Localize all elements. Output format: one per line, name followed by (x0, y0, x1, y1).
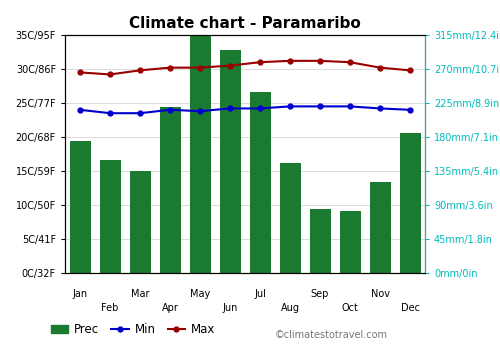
Text: ©climatestotravel.com: ©climatestotravel.com (275, 329, 388, 340)
Bar (250, 92, 270, 273)
Legend: Prec, Min, Max: Prec, Min, Max (46, 318, 220, 341)
Bar (340, 211, 360, 273)
Text: Jun: Jun (222, 303, 238, 313)
Bar (370, 182, 390, 273)
Text: Mar: Mar (131, 289, 149, 299)
Text: Feb: Feb (102, 303, 118, 313)
Text: Sep: Sep (311, 289, 329, 299)
Text: Dec: Dec (400, 303, 419, 313)
Text: Apr: Apr (162, 303, 178, 313)
Bar (100, 160, 120, 273)
Text: Aug: Aug (280, 303, 299, 313)
Title: Climate chart - Paramaribo: Climate chart - Paramaribo (129, 16, 361, 31)
Bar (400, 133, 420, 273)
Bar (220, 50, 240, 273)
Text: Nov: Nov (370, 289, 390, 299)
Bar (130, 171, 150, 273)
Bar (190, 35, 210, 273)
Text: Oct: Oct (342, 303, 358, 313)
Text: May: May (190, 289, 210, 299)
Text: Jul: Jul (254, 289, 266, 299)
Bar (310, 209, 330, 273)
Bar (70, 141, 90, 273)
Bar (280, 163, 300, 273)
Text: Jan: Jan (72, 289, 88, 299)
Bar (160, 107, 180, 273)
